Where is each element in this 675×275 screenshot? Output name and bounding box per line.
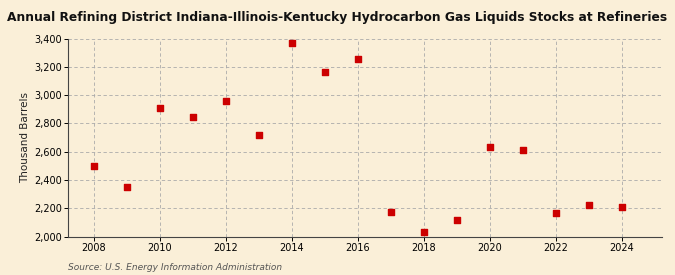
Point [319,70,330,74]
Point [616,205,627,209]
Point [221,98,232,103]
Point [155,106,165,110]
Point [518,148,529,152]
Text: Source: U.S. Energy Information Administration: Source: U.S. Energy Information Administ… [68,263,281,272]
Point [551,211,562,215]
Point [254,133,265,137]
Point [188,115,198,119]
Point [385,210,396,215]
Point [286,40,297,45]
Point [583,202,594,207]
Point [352,57,363,61]
Point [452,218,462,222]
Y-axis label: Thousand Barrels: Thousand Barrels [20,92,30,183]
Text: Annual Refining District Indiana-Illinois-Kentucky Hydrocarbon Gas Liquids Stock: Annual Refining District Indiana-Illinoi… [7,11,668,24]
Point [122,185,132,189]
Point [418,229,429,234]
Point [485,145,495,150]
Point [88,164,99,168]
